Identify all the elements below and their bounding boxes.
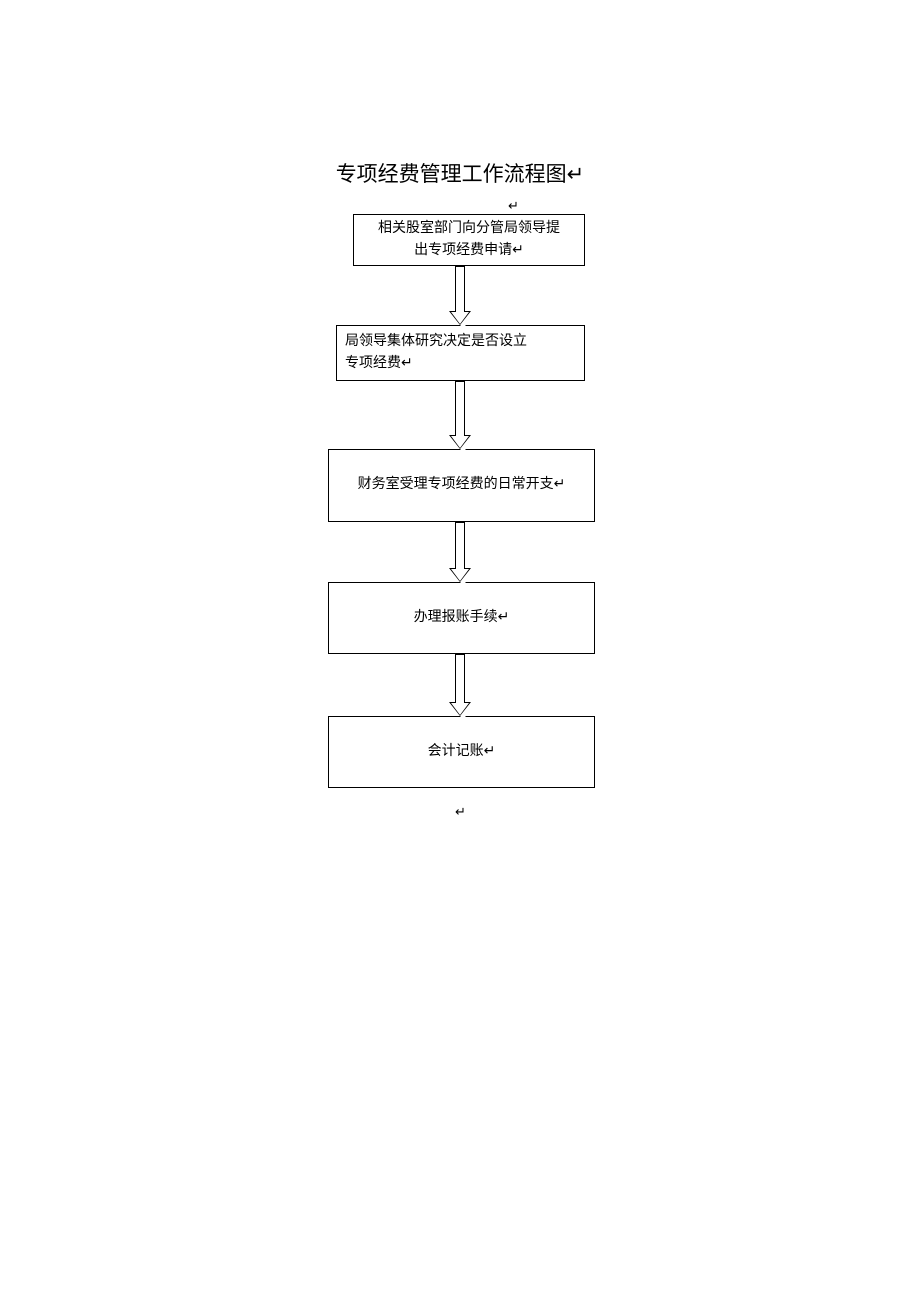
flow-node-label: 相关股室部门向分管局领导提 出专项经费申请↵	[378, 218, 560, 263]
flow-node-label: 会计记账↵	[428, 741, 496, 763]
flow-arrow	[449, 654, 471, 716]
arrow-shaft	[455, 266, 465, 311]
flow-node-n1: 相关股室部门向分管局领导提 出专项经费申请↵	[353, 214, 585, 266]
arrow-shaft	[455, 654, 465, 702]
flow-node-n2: 局领导集体研究决定是否设立 专项经费↵	[336, 325, 585, 381]
flow-arrow	[449, 266, 471, 325]
arrow-shaft	[455, 381, 465, 435]
arrow-head	[449, 311, 471, 325]
arrow-head	[449, 435, 471, 449]
flowchart-container: 相关股室部门向分管局领导提 出专项经费申请↵ 局领导集体研究决定是否设立 专项经费…	[0, 0, 920, 1302]
arrow-shaft	[455, 522, 465, 568]
page: 专项经费管理工作流程图↵ ↵ 相关股室部门向分管局领导提 出专项经费申请↵局领导…	[0, 0, 920, 1302]
flow-node-label: 办理报账手续↵	[414, 607, 510, 629]
flow-node-n4: 办理报账手续↵	[328, 582, 595, 654]
trailing-paragraph-mark: ↵	[455, 804, 466, 820]
flow-node-label: 财务室受理专项经费的日常开支↵	[358, 474, 566, 496]
flow-arrow	[449, 381, 471, 449]
flow-arrow	[449, 522, 471, 582]
flow-node-label: 局领导集体研究决定是否设立 专项经费↵	[345, 331, 527, 376]
flow-node-n5: 会计记账↵	[328, 716, 595, 788]
arrow-head	[449, 702, 471, 716]
flow-node-n3: 财务室受理专项经费的日常开支↵	[328, 449, 595, 522]
arrow-head	[449, 568, 471, 582]
